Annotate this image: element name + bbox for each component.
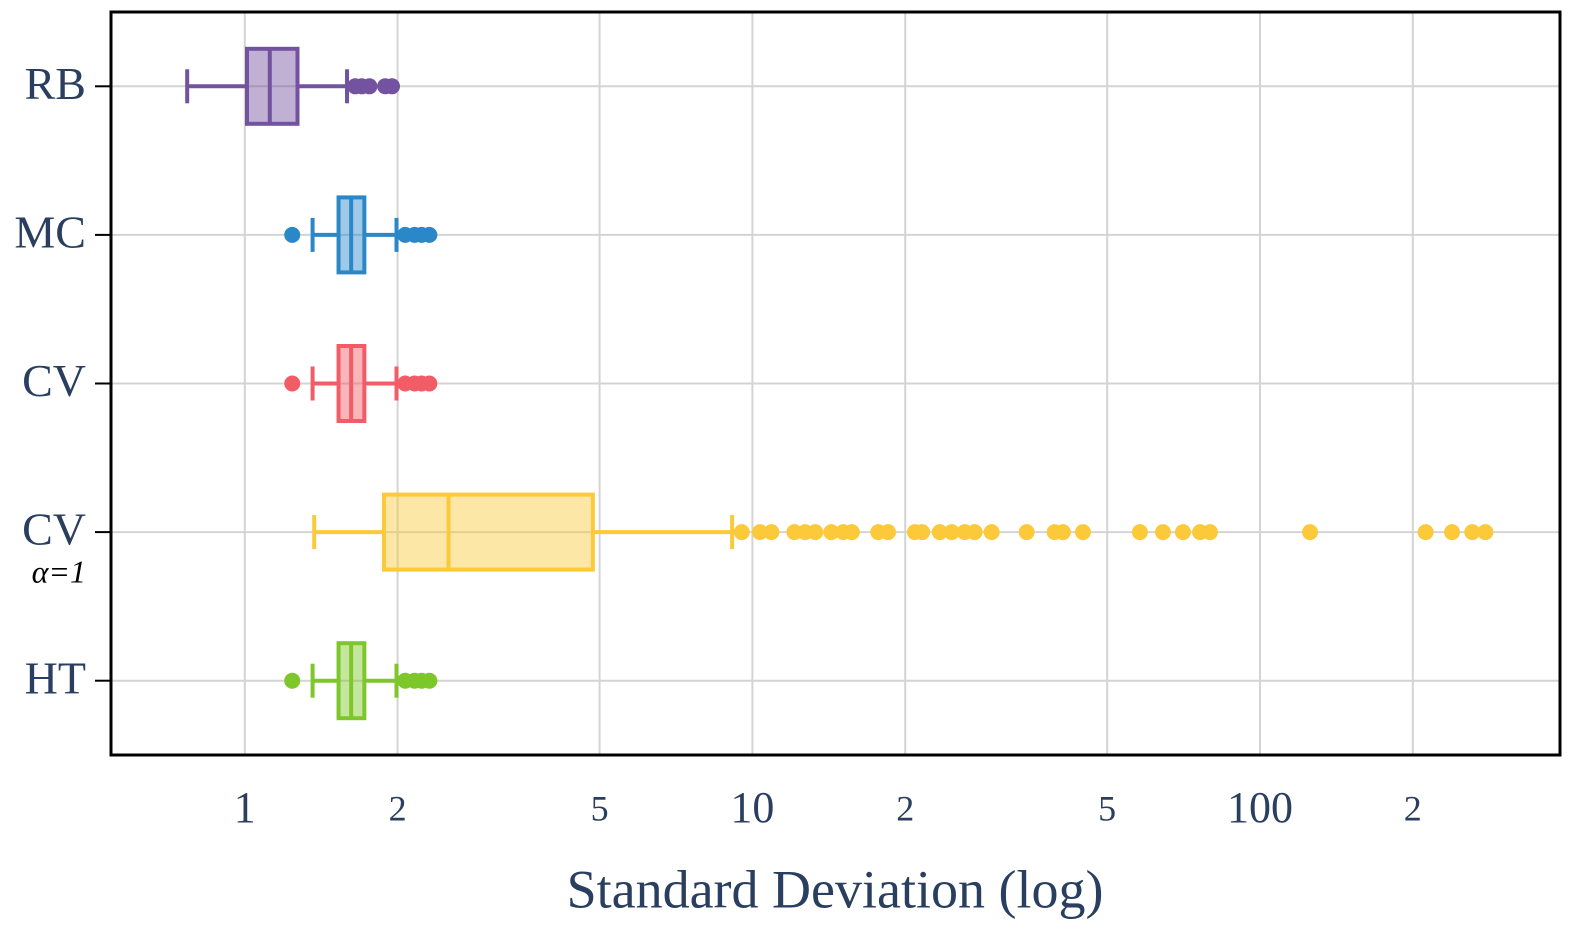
y-tick-label: CV bbox=[22, 355, 86, 406]
outlier bbox=[1074, 524, 1091, 541]
y-tick-label: CV bbox=[22, 504, 86, 555]
x-tick-label: 5 bbox=[591, 788, 609, 828]
box bbox=[381, 492, 595, 572]
outlier bbox=[1417, 524, 1434, 541]
x-tick-label: 5 bbox=[1098, 788, 1116, 828]
outlier bbox=[914, 524, 931, 541]
outlier bbox=[943, 524, 960, 541]
outlier bbox=[421, 226, 438, 243]
outlier bbox=[284, 226, 301, 243]
box bbox=[244, 46, 300, 126]
outlier bbox=[421, 672, 438, 689]
outlier bbox=[1154, 524, 1171, 541]
outlier bbox=[807, 524, 824, 541]
y-tick-label: HT bbox=[25, 652, 86, 703]
x-tick-label: 2 bbox=[896, 788, 914, 828]
outlier bbox=[1018, 524, 1035, 541]
outlier bbox=[1444, 524, 1461, 541]
outlier bbox=[1477, 524, 1494, 541]
outlier bbox=[284, 375, 301, 392]
outlier bbox=[966, 524, 983, 541]
outlier bbox=[983, 524, 1000, 541]
outlier bbox=[361, 78, 378, 95]
outlier bbox=[843, 524, 860, 541]
x-tick-label: 10 bbox=[730, 783, 774, 832]
outlier bbox=[284, 672, 301, 689]
outlier bbox=[931, 524, 948, 541]
outlier bbox=[1302, 524, 1319, 541]
outlier bbox=[1174, 524, 1191, 541]
outlier bbox=[1054, 524, 1071, 541]
x-axis-label: Standard Deviation (log) bbox=[567, 859, 1104, 919]
x-tick-label: 2 bbox=[1404, 788, 1422, 828]
outlier bbox=[384, 78, 401, 95]
outlier bbox=[823, 524, 840, 541]
x-tick-label: 1 bbox=[234, 783, 256, 832]
plot-frame bbox=[109, 10, 1562, 757]
y-tick-sublabel: α=1 bbox=[32, 553, 86, 589]
outlier bbox=[733, 524, 750, 541]
outlier bbox=[1201, 524, 1218, 541]
x-tick-label: 100 bbox=[1227, 783, 1293, 832]
outlier bbox=[1131, 524, 1148, 541]
outlier bbox=[751, 524, 768, 541]
x-tick-label: 2 bbox=[389, 788, 407, 828]
outlier bbox=[763, 524, 780, 541]
y-tick-label: RB bbox=[25, 58, 86, 109]
outlier bbox=[880, 524, 897, 541]
outlier bbox=[1464, 524, 1481, 541]
y-tick-label: MC bbox=[14, 206, 86, 257]
outlier bbox=[421, 375, 438, 392]
